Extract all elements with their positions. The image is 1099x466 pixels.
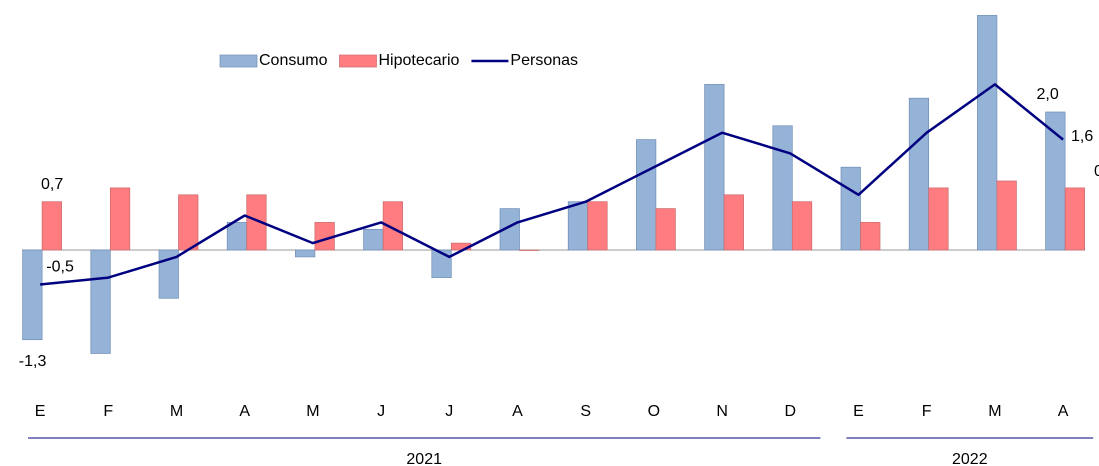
x-tick-label: M bbox=[170, 403, 183, 420]
legend-swatch bbox=[339, 54, 377, 68]
x-tick-label: A bbox=[512, 403, 523, 420]
legend-label: Consumo bbox=[259, 52, 328, 69]
x-tick-label: M bbox=[306, 403, 319, 420]
bar bbox=[109, 187, 131, 251]
x-tick-label: N bbox=[716, 403, 728, 420]
bar bbox=[382, 201, 403, 251]
data-label: 1,6 bbox=[1071, 128, 1093, 145]
bar bbox=[499, 208, 520, 251]
legend-label: Personas bbox=[510, 52, 578, 69]
bar bbox=[363, 228, 384, 251]
bar bbox=[246, 194, 267, 251]
x-tick-label: E bbox=[853, 403, 864, 420]
x-tick-label: F bbox=[922, 403, 932, 420]
bar bbox=[90, 249, 111, 354]
data-label: 0,7 bbox=[41, 176, 63, 193]
data-label: -1,3 bbox=[19, 353, 47, 370]
x-tick-label: O bbox=[648, 403, 660, 420]
x-tick-label: M bbox=[988, 403, 1001, 420]
data-label: 2,0 bbox=[1036, 86, 1058, 103]
data-label: 0,9 bbox=[1094, 163, 1099, 180]
data-label: -0,5 bbox=[46, 259, 74, 276]
x-tick-label: A bbox=[1058, 403, 1069, 420]
group-label: 2022 bbox=[952, 451, 988, 466]
bar bbox=[655, 208, 676, 251]
bar bbox=[772, 125, 793, 251]
legend-label: Hipotecario bbox=[378, 52, 459, 69]
bar bbox=[636, 139, 657, 251]
x-tick-label: F bbox=[103, 403, 113, 420]
bar bbox=[295, 249, 316, 258]
bar bbox=[226, 222, 248, 251]
bar bbox=[860, 222, 881, 251]
bar bbox=[908, 97, 930, 251]
bar bbox=[1064, 187, 1085, 251]
x-tick-label: J bbox=[377, 403, 385, 420]
bar bbox=[723, 194, 744, 251]
bar bbox=[22, 249, 43, 341]
legend-swatch bbox=[219, 54, 258, 68]
bar bbox=[791, 201, 813, 251]
bar bbox=[41, 201, 62, 251]
line-series bbox=[39, 83, 1064, 286]
x-tick-label: E bbox=[35, 403, 46, 420]
bar bbox=[840, 166, 861, 251]
bar bbox=[158, 249, 179, 299]
bar bbox=[587, 201, 608, 251]
x-tick-label: D bbox=[785, 403, 797, 420]
bar bbox=[996, 180, 1017, 251]
bar bbox=[928, 187, 949, 251]
bar bbox=[1045, 111, 1066, 251]
x-tick-label: J bbox=[445, 403, 453, 420]
bar bbox=[704, 84, 725, 251]
x-tick-label: S bbox=[580, 403, 591, 420]
group-label: 2021 bbox=[406, 451, 442, 466]
bar bbox=[567, 201, 589, 251]
bar bbox=[431, 249, 452, 278]
bar bbox=[977, 15, 998, 251]
bar bbox=[178, 194, 199, 251]
bar bbox=[519, 249, 540, 251]
x-tick-label: A bbox=[239, 403, 250, 420]
